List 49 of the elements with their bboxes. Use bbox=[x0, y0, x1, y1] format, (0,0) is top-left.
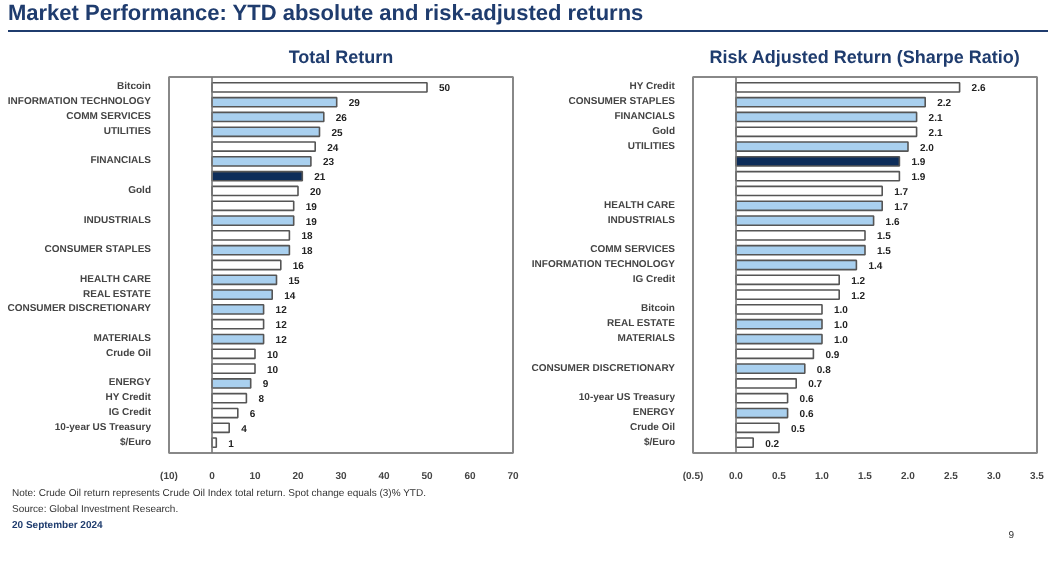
bar bbox=[211, 348, 256, 360]
bar bbox=[211, 422, 230, 434]
bar bbox=[211, 289, 273, 300]
bar bbox=[735, 378, 797, 389]
bar bbox=[735, 422, 780, 434]
bar bbox=[735, 318, 823, 330]
chart-title: Risk Adjusted Return (Sharpe Ratio) bbox=[709, 47, 1020, 67]
bar bbox=[735, 437, 754, 449]
text: Market Performance: YTD absolute and risk-adjusted returns bbox=[8, 0, 644, 30]
bar bbox=[211, 96, 338, 108]
bar bbox=[735, 363, 806, 375]
bar bbox=[735, 304, 823, 315]
bar bbox=[735, 81, 961, 93]
bar bbox=[211, 304, 265, 315]
bar bbox=[735, 111, 918, 123]
bar bbox=[735, 215, 875, 226]
bar bbox=[211, 126, 321, 138]
bar bbox=[211, 230, 291, 241]
chart-title: Total Return bbox=[288, 47, 394, 67]
bar bbox=[735, 170, 901, 182]
bar bbox=[211, 244, 291, 256]
bar bbox=[735, 289, 840, 300]
bar bbox=[735, 259, 858, 271]
bar bbox=[735, 348, 815, 360]
bar bbox=[735, 333, 823, 345]
bar bbox=[735, 244, 866, 256]
bar bbox=[211, 111, 325, 123]
bar bbox=[211, 259, 282, 271]
bar bbox=[211, 141, 316, 152]
bar bbox=[735, 141, 909, 152]
bar bbox=[211, 274, 278, 286]
bar bbox=[211, 318, 265, 330]
bar bbox=[735, 185, 883, 197]
bar bbox=[735, 392, 789, 404]
bar bbox=[211, 155, 312, 167]
bar bbox=[735, 155, 901, 167]
bar bbox=[735, 126, 918, 138]
bar bbox=[735, 230, 866, 241]
bar bbox=[211, 170, 304, 182]
bar bbox=[211, 200, 295, 212]
bar bbox=[735, 274, 840, 286]
bar bbox=[211, 363, 256, 375]
bar bbox=[735, 200, 883, 212]
bar bbox=[735, 96, 926, 108]
bar bbox=[211, 378, 252, 389]
bar bbox=[211, 215, 295, 226]
bar bbox=[211, 392, 248, 404]
bar bbox=[211, 81, 428, 93]
bar bbox=[211, 185, 299, 197]
